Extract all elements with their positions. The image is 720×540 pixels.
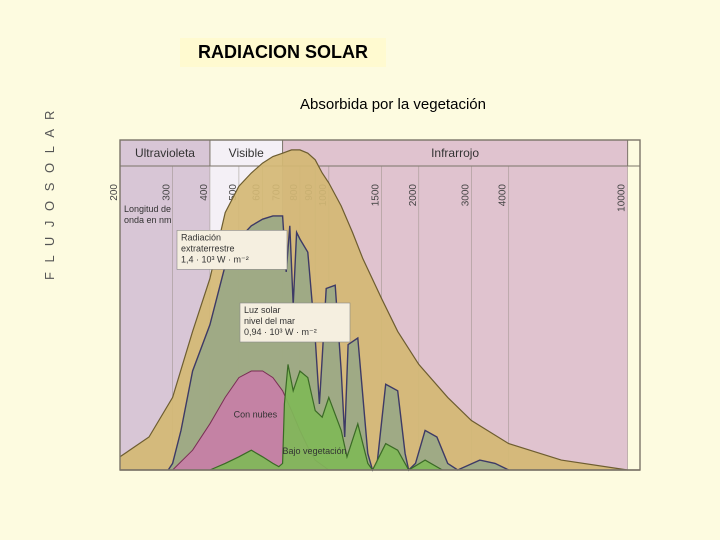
annotation-text: Luz solar bbox=[244, 305, 281, 315]
x-tick-label: 3000 bbox=[460, 184, 471, 207]
annotation-text: 0,94 · 10³ W · m⁻² bbox=[244, 327, 317, 337]
x-axis-label: Longitud de bbox=[124, 204, 171, 214]
y-axis-label: F L U J O S O L A R bbox=[42, 108, 57, 280]
x-tick-label: 200 bbox=[109, 184, 120, 201]
x-tick-label: 400 bbox=[199, 184, 210, 201]
annotation-text: Radiación bbox=[181, 232, 221, 242]
x-tick-label: 2000 bbox=[408, 184, 419, 207]
x-tick-label: 1500 bbox=[370, 184, 381, 207]
x-axis-label: onda en nm bbox=[124, 215, 172, 225]
solar-radiation-chart: UltravioletaVisibleInfrarrojo20030040050… bbox=[60, 130, 660, 510]
band-label: Ultravioleta bbox=[135, 146, 195, 160]
band-label: Visible bbox=[229, 146, 264, 160]
chart-svg: UltravioletaVisibleInfrarrojo20030040050… bbox=[60, 130, 660, 510]
x-tick-label: 10000 bbox=[617, 184, 628, 212]
x-tick-label: 4000 bbox=[498, 184, 509, 207]
annotation-text: extraterrestre bbox=[181, 243, 235, 253]
annotation-text: nivel del mar bbox=[244, 316, 295, 326]
annotation-text: Con nubes bbox=[234, 410, 278, 420]
page-title: RADIACION SOLAR bbox=[180, 38, 386, 67]
x-tick-label: 300 bbox=[162, 184, 173, 201]
annotation-text: 1,4 · 10³ W · m⁻² bbox=[181, 254, 249, 264]
page-subtitle: Absorbida por la vegetación bbox=[300, 96, 486, 113]
band-label: Infrarrojo bbox=[431, 146, 479, 160]
annotation-text: Bajo vegetación bbox=[283, 446, 347, 456]
